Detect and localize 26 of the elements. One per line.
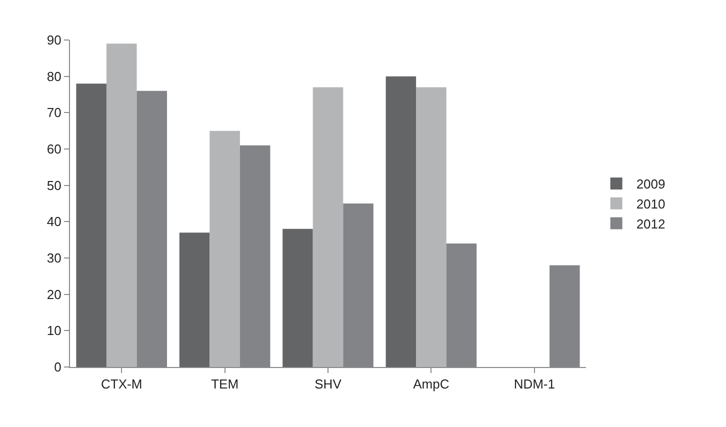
y-tick-label: 20 (46, 286, 62, 302)
x-tick-label: CTX-M (101, 376, 142, 392)
y-tick-label: 10 (46, 323, 62, 338)
y-tick-label: 60 (46, 142, 62, 157)
bar (416, 87, 446, 367)
y-tick-label: 0 (54, 360, 62, 375)
bar (210, 130, 240, 367)
bar (179, 232, 210, 367)
bar (282, 228, 313, 367)
y-tick-label: 50 (46, 178, 62, 193)
y-tick-label: 40 (46, 214, 62, 230)
bar (386, 76, 416, 367)
bar (312, 87, 344, 367)
legend-label: 2012 (636, 216, 666, 232)
legend-label: 2010 (636, 196, 666, 212)
bar (106, 44, 137, 367)
y-tick-label: 90 (46, 32, 62, 48)
x-tick-label: NDM-1 (514, 376, 555, 392)
x-tick-label: TEM (211, 376, 239, 392)
x-tick-label: SHV (314, 376, 342, 392)
bar (76, 84, 106, 367)
y-tick-label: 70 (46, 105, 62, 120)
y-tick-label: 80 (46, 68, 62, 84)
x-tick-label: AmpC (413, 376, 450, 392)
legend-label: 2009 (636, 176, 666, 192)
y-tick-label: 30 (46, 250, 62, 266)
